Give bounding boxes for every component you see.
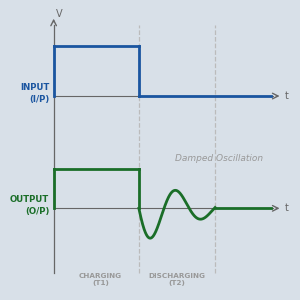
Text: Damped Oscillation: Damped Oscillation <box>175 154 263 163</box>
Text: INPUT
(I/P): INPUT (I/P) <box>20 83 49 104</box>
Text: DISCHARGING
(T2): DISCHARGING (T2) <box>148 273 206 286</box>
Text: t: t <box>285 91 289 101</box>
Text: t: t <box>285 203 289 213</box>
Text: OUTPUT
(O/P): OUTPUT (O/P) <box>10 195 49 216</box>
Text: CHARGING
(T1): CHARGING (T1) <box>79 273 122 286</box>
Text: V: V <box>56 9 62 20</box>
